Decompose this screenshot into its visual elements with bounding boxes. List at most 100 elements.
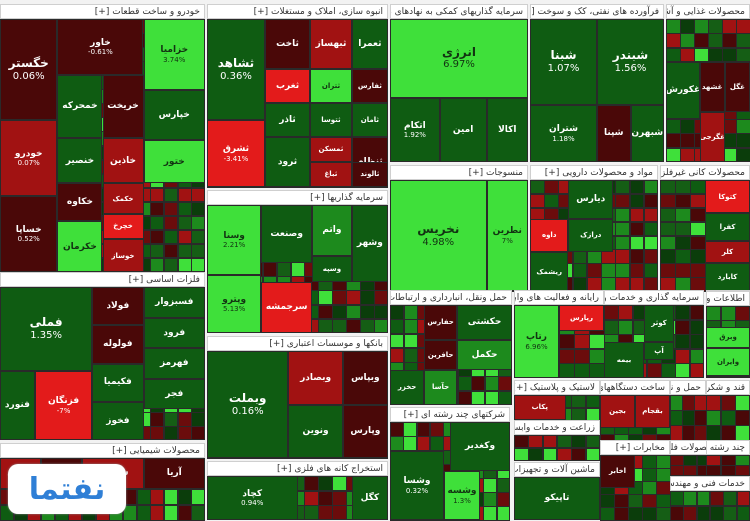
minor-stock-tile[interactable] xyxy=(360,318,375,334)
minor-stock-tile[interactable] xyxy=(390,319,405,335)
minor-stock-tile[interactable] xyxy=(660,193,676,209)
minor-stock-tile[interactable] xyxy=(484,390,499,406)
minor-stock-tile[interactable] xyxy=(390,436,404,451)
stock-tile[interactable]: ثغرب xyxy=(264,69,311,103)
minor-stock-tile[interactable] xyxy=(736,119,750,134)
stock-tile[interactable]: وکغدیر xyxy=(450,422,510,471)
minor-stock-tile[interactable] xyxy=(694,425,707,441)
minor-stock-tile[interactable] xyxy=(332,490,347,506)
minor-stock-tile[interactable] xyxy=(332,290,347,306)
sector-header[interactable]: مخابرات [+] xyxy=(600,440,670,455)
minor-stock-tile[interactable] xyxy=(318,318,333,334)
minor-stock-tile[interactable] xyxy=(670,425,683,441)
stock-tile[interactable]: وپترو 5.13% xyxy=(207,275,262,333)
minor-stock-tile[interactable] xyxy=(706,465,722,476)
minor-stock-tile[interactable] xyxy=(403,347,418,363)
sector-header[interactable]: لاستیک و پلاستیک [+] xyxy=(514,380,600,395)
minor-stock-tile[interactable] xyxy=(736,19,750,34)
minor-stock-tile[interactable] xyxy=(735,455,750,466)
minor-stock-tile[interactable] xyxy=(643,235,659,250)
minor-stock-tile[interactable] xyxy=(722,47,737,63)
stock-tile[interactable]: ثعمرا xyxy=(351,19,388,70)
minor-stock-tile[interactable] xyxy=(177,426,192,441)
minor-stock-tile[interactable] xyxy=(496,478,511,493)
stock-tile[interactable]: بیمه xyxy=(604,341,644,378)
minor-stock-tile[interactable] xyxy=(484,376,499,392)
minor-stock-tile[interactable] xyxy=(150,187,165,203)
minor-stock-tile[interactable] xyxy=(483,506,498,521)
minor-stock-tile[interactable] xyxy=(720,465,736,476)
minor-stock-tile[interactable] xyxy=(689,348,705,364)
minor-stock-tile[interactable] xyxy=(496,506,511,521)
minor-stock-tile[interactable] xyxy=(675,363,691,379)
minor-stock-tile[interactable] xyxy=(589,348,605,364)
sector-header[interactable]: محصولات شیمیایی [+] xyxy=(0,443,205,458)
minor-stock-tile[interactable] xyxy=(643,249,659,264)
minor-stock-tile[interactable] xyxy=(403,436,418,451)
stock-tile[interactable]: شبندر 1.56% xyxy=(597,19,664,105)
minor-stock-tile[interactable] xyxy=(736,47,750,63)
minor-stock-tile[interactable] xyxy=(177,229,192,245)
minor-stock-tile[interactable] xyxy=(601,263,616,278)
minor-stock-tile[interactable] xyxy=(735,410,750,426)
minor-stock-tile[interactable] xyxy=(403,319,418,335)
minor-stock-tile[interactable] xyxy=(675,193,691,209)
minor-stock-tile[interactable] xyxy=(318,476,333,492)
minor-stock-tile[interactable] xyxy=(304,505,319,521)
minor-stock-tile[interactable] xyxy=(332,505,347,521)
minor-stock-tile[interactable] xyxy=(191,187,206,203)
minor-stock-tile[interactable] xyxy=(318,490,333,506)
minor-stock-tile[interactable] xyxy=(675,249,691,264)
minor-stock-tile[interactable] xyxy=(629,180,645,195)
stock-tile[interactable]: خریخت xyxy=(102,74,144,138)
minor-stock-tile[interactable] xyxy=(661,363,676,379)
stock-tile[interactable]: حفارس xyxy=(424,305,458,340)
minor-stock-tile[interactable] xyxy=(150,504,165,521)
minor-stock-tile[interactable] xyxy=(629,235,645,250)
minor-stock-tile[interactable] xyxy=(706,425,722,441)
stock-tile[interactable]: وشسا 0.32% xyxy=(390,451,444,520)
stock-tile[interactable]: واتم xyxy=(311,205,352,257)
minor-stock-tile[interactable] xyxy=(600,494,615,508)
minor-stock-tile[interactable] xyxy=(290,261,305,277)
sector-header[interactable]: ساخت دستگاههای برقی [+] xyxy=(600,380,670,395)
minor-stock-tile[interactable] xyxy=(660,207,676,223)
minor-stock-tile[interactable] xyxy=(164,187,179,203)
sector-header[interactable]: انبوه سازی، املاک و مستغلات [+] xyxy=(207,4,388,19)
minor-stock-tile[interactable] xyxy=(615,249,631,264)
minor-stock-tile[interactable] xyxy=(735,306,750,321)
sector-header[interactable]: حمل ونقل، انبارداری و ارتباطات [+] xyxy=(390,290,512,305)
stock-tile[interactable]: ثتوسا xyxy=(310,103,352,137)
minor-stock-tile[interactable] xyxy=(682,410,695,426)
stock-tile[interactable]: کلر xyxy=(705,241,750,264)
minor-stock-tile[interactable] xyxy=(604,305,619,321)
stock-tile[interactable]: فخوز xyxy=(92,401,144,440)
minor-stock-tile[interactable] xyxy=(629,249,645,264)
minor-stock-tile[interactable] xyxy=(690,249,706,264)
minor-stock-tile[interactable] xyxy=(544,193,559,209)
minor-stock-tile[interactable] xyxy=(690,193,706,209)
stock-tile[interactable]: خپارس xyxy=(143,89,205,141)
minor-stock-tile[interactable] xyxy=(735,395,750,411)
stock-tile[interactable]: ونوین xyxy=(288,404,343,458)
minor-stock-tile[interactable] xyxy=(416,436,431,451)
minor-stock-tile[interactable] xyxy=(374,318,389,334)
minor-stock-tile[interactable] xyxy=(528,435,544,448)
stock-tile[interactable]: شبهرن xyxy=(630,104,664,162)
minor-stock-tile[interactable] xyxy=(683,455,698,466)
minor-stock-tile[interactable] xyxy=(643,180,659,195)
stock-tile[interactable]: کوثر xyxy=(644,305,674,342)
minor-stock-tile[interactable] xyxy=(416,422,431,437)
minor-stock-tile[interactable] xyxy=(642,468,657,482)
minor-stock-tile[interactable] xyxy=(150,215,165,231)
minor-stock-tile[interactable] xyxy=(666,47,681,63)
minor-stock-tile[interactable] xyxy=(615,207,631,223)
stock-tile[interactable]: پکاب xyxy=(514,395,566,420)
minor-stock-tile[interactable] xyxy=(618,319,634,335)
minor-stock-tile[interactable] xyxy=(735,425,750,441)
sector-header[interactable]: محصولات غذایی و آشامیدنی [+] xyxy=(666,4,750,19)
minor-stock-tile[interactable] xyxy=(544,180,559,195)
minor-stock-tile[interactable] xyxy=(589,363,605,379)
minor-stock-tile[interactable] xyxy=(720,425,736,441)
sector-header[interactable]: شرکتهای چند رشته ای [+] xyxy=(390,407,510,422)
